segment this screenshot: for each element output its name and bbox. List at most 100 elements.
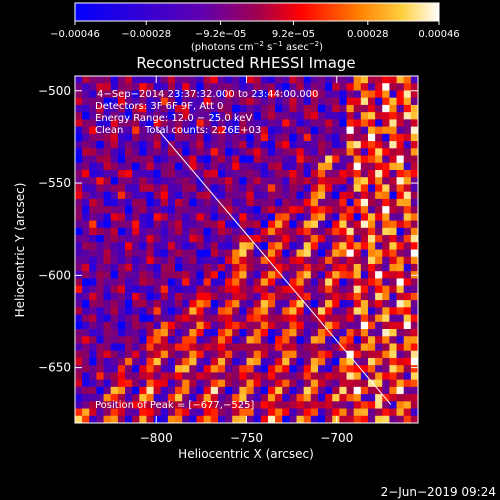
heatmap-cell: [410, 90, 418, 99]
heatmap-cell: [203, 350, 212, 359]
heatmap-cell: [375, 220, 383, 229]
heatmap-cell: [189, 206, 197, 214]
heatmap-cell: [160, 227, 169, 236]
heatmap-cell: [89, 119, 97, 128]
heatmap-cell: [239, 285, 247, 294]
heatmap-cell: [389, 365, 397, 373]
heatmap-cell: [146, 90, 155, 99]
heatmap-cell: [82, 379, 90, 388]
heatmap-cell: [339, 148, 347, 156]
heatmap-cell: [210, 83, 219, 91]
heatmap-cell: [175, 83, 183, 91]
heatmap-cell: [310, 329, 319, 337]
heatmap-cell: [360, 307, 369, 315]
heatmap-cell: [89, 155, 97, 164]
heatmap-cell: [396, 300, 405, 308]
heatmap-cell: [410, 198, 418, 207]
heatmap-cell: [117, 235, 126, 243]
heatmap-cell: [310, 285, 319, 294]
heatmap-cell: [96, 372, 104, 381]
heatmap-cell: [196, 329, 205, 337]
heatmap-cell: [153, 191, 162, 200]
heatmap-cell: [82, 357, 90, 366]
heatmap-cell: [125, 415, 133, 423]
heatmap-cell: [289, 350, 297, 359]
heatmap-cell: [232, 365, 240, 373]
heatmap-cell: [353, 126, 362, 135]
heatmap-cell: [296, 191, 305, 200]
heatmap-cell: [167, 285, 176, 294]
heatmap-cell: [75, 104, 83, 113]
heatmap-cell: [146, 169, 155, 178]
heatmap-cell: [275, 329, 283, 337]
heatmap-cell: [310, 104, 319, 113]
heatmap-cell: [189, 133, 197, 142]
heatmap-cell: [139, 141, 147, 149]
heatmap-cell: [82, 227, 90, 236]
heatmap-cell: [203, 357, 212, 366]
heatmap-cell: [96, 177, 104, 185]
heatmap-cell: [332, 133, 340, 142]
heatmap-cell: [303, 292, 312, 301]
heatmap-cell: [125, 162, 133, 171]
heatmap-cell: [317, 256, 326, 265]
heatmap-cell: [132, 220, 140, 229]
heatmap-cell: [167, 206, 176, 214]
heatmap-cell: [332, 126, 340, 135]
heatmap-cell: [246, 90, 255, 99]
heatmap-cell: [239, 321, 247, 330]
heatmap-cell: [239, 83, 247, 91]
heatmap-cell: [175, 126, 183, 135]
heatmap-cell: [296, 148, 305, 156]
heatmap-cell: [103, 415, 112, 423]
heatmap-cell: [239, 357, 247, 366]
heatmap-cell: [160, 148, 169, 156]
heatmap-cell: [75, 386, 83, 395]
heatmap-cell: [182, 184, 190, 193]
heatmap-cell: [203, 379, 212, 388]
heatmap-cell: [396, 162, 405, 171]
heatmap-cell: [317, 133, 326, 142]
heatmap-cell: [96, 350, 104, 359]
heatmap-cell: [246, 285, 255, 294]
heatmap-cell: [267, 249, 276, 258]
heatmap-cell: [160, 112, 169, 120]
heatmap-cell: [303, 343, 312, 352]
heatmap-cell: [375, 97, 383, 106]
heatmap-cell: [403, 235, 412, 243]
heatmap-cell: [225, 278, 233, 287]
heatmap-cell: [182, 148, 190, 156]
heatmap-cell: [103, 372, 112, 381]
heatmap-cell: [225, 372, 233, 381]
heatmap-cell: [210, 321, 219, 330]
heatmap-cell: [346, 133, 355, 142]
detectors: Detectors: 3F 6F 9F, Att 0: [95, 101, 223, 112]
heatmap-cell: [289, 213, 297, 221]
heatmap-cell: [410, 220, 418, 229]
heatmap-cell: [389, 329, 397, 337]
heatmap-cell: [253, 278, 262, 287]
heatmap-cell: [139, 263, 147, 272]
heatmap-cell: [167, 220, 176, 229]
heatmap-cell: [117, 213, 126, 221]
heatmap-cell: [225, 155, 233, 164]
heatmap-cell: [175, 357, 183, 366]
heatmap-cell: [117, 357, 126, 366]
heatmap-cell: [167, 97, 176, 106]
heatmap-cell: [382, 343, 390, 352]
heatmap-cell: [146, 191, 155, 200]
heatmap-cell: [396, 169, 405, 178]
heatmap-cell: [353, 372, 362, 381]
heatmap-cell: [160, 119, 169, 128]
heatmap-cell: [203, 213, 212, 221]
heatmap-cell: [282, 372, 290, 381]
heatmap-cell: [260, 227, 269, 236]
heatmap-cell: [360, 350, 369, 359]
heatmap-cell: [367, 415, 376, 423]
heatmap-cell: [325, 133, 333, 142]
heatmap-cell: [225, 394, 233, 402]
heatmap-cell: [203, 126, 212, 135]
heatmap-cell: [282, 191, 290, 200]
heatmap-cell: [82, 336, 90, 344]
heatmap-cell: [189, 256, 197, 265]
